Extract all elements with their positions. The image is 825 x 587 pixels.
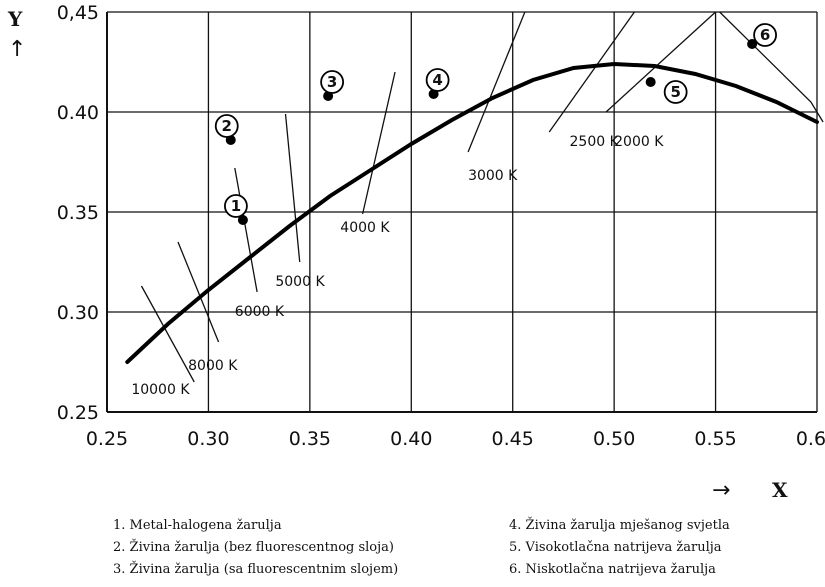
legend-item: 6. Niskotlačna natrijeva žarulja bbox=[509, 562, 716, 577]
isotherm-line bbox=[467, 11, 526, 153]
lamp-points: 1 2 3 4 5 6 bbox=[214, 23, 777, 225]
isotherm-label: 3000 K bbox=[468, 168, 518, 184]
planckian-locus-curve bbox=[125, 61, 819, 364]
isotherm-label: 6000 K bbox=[235, 304, 285, 320]
x-tick-label: 0.35 bbox=[289, 428, 331, 450]
point-marker-circle bbox=[214, 114, 239, 138]
x-tick-labels: 0.25 0.30 0.35 0.40 0.45 0.50 0.55 0.60 bbox=[86, 428, 825, 450]
isotherm-label: 2500 K bbox=[570, 134, 620, 150]
y-axis-label: Y bbox=[7, 7, 23, 31]
legend: 1. Metal-halogena žarulja 2. Živina žarul… bbox=[113, 517, 730, 577]
x-tick-label: 0.45 bbox=[492, 428, 534, 450]
x-axis-arrow: → bbox=[712, 478, 730, 503]
legend-item: 3. Živina žarulja (sa fluorescentnim slo… bbox=[113, 561, 398, 577]
point-dot bbox=[747, 39, 758, 49]
point-marker-number: 6 bbox=[760, 26, 770, 44]
point-marker-number: 5 bbox=[670, 83, 680, 101]
point-marker-circle bbox=[224, 194, 248, 218]
isotherm-label: 8000 K bbox=[188, 358, 238, 374]
point-dot bbox=[237, 215, 248, 225]
x-axis-label: X bbox=[772, 478, 788, 502]
x-tick-label: 0.25 bbox=[86, 428, 128, 450]
isotherm-label: 10000 K bbox=[131, 382, 190, 398]
x-tick-label: 0.50 bbox=[593, 428, 635, 450]
isotherm-line bbox=[548, 11, 635, 133]
y-tick-label: 0.35 bbox=[57, 202, 99, 224]
point-marker-number: 3 bbox=[327, 73, 337, 91]
isotherm-line bbox=[284, 113, 301, 263]
point-dot bbox=[645, 77, 656, 87]
legend-item: 2. Živina žarulja (bez fluorescentnog sl… bbox=[113, 539, 394, 555]
isotherm-line bbox=[140, 285, 195, 383]
y-tick-label: 0.40 bbox=[57, 102, 99, 124]
point-marker-circle bbox=[320, 70, 345, 94]
x-tick-label: 0.40 bbox=[390, 428, 432, 450]
legend-item: 4. Živina žarulja mješanog svjetla bbox=[509, 517, 730, 533]
y-tick-label: 0.25 bbox=[57, 402, 99, 424]
y-tick-labels: 0,45 0.40 0.35 0.30 0.25 bbox=[57, 2, 99, 424]
point-marker-circle bbox=[753, 23, 777, 47]
isotherm-label: 4000 K bbox=[340, 220, 390, 236]
isotherm-line bbox=[234, 167, 258, 293]
x-tick-label: 0.60 bbox=[796, 428, 825, 450]
isotherm-line bbox=[361, 71, 396, 215]
planckian-locus bbox=[125, 61, 819, 364]
point-marker-number: 4 bbox=[432, 71, 442, 89]
point-marker-number: 2 bbox=[222, 117, 232, 135]
legend-item: 5. Visokotlačna natrijeva žarulja bbox=[509, 540, 722, 555]
isotherm-lines: 10000 K 8000 K 6000 K 5000 K 4000 K 3000 K 250… bbox=[131, 11, 717, 398]
point-marker-number: 1 bbox=[231, 197, 241, 215]
point-marker-circle bbox=[663, 80, 688, 104]
isotherm-line bbox=[605, 11, 717, 113]
y-axis-arrow: ↑ bbox=[8, 37, 26, 62]
legend-item: 1. Metal-halogena žarulja bbox=[113, 518, 282, 533]
isotherm-line bbox=[177, 241, 220, 343]
point-marker-circle bbox=[425, 68, 450, 92]
x-tick-label: 0.55 bbox=[694, 428, 736, 450]
x-tick-label: 0.30 bbox=[187, 428, 229, 450]
y-tick-label: 0,45 bbox=[57, 2, 99, 24]
isotherm-label: 2000 K bbox=[614, 134, 664, 150]
y-tick-label: 0.30 bbox=[57, 302, 99, 324]
isotherm-label: 5000 K bbox=[275, 274, 325, 290]
grid bbox=[107, 11, 818, 413]
